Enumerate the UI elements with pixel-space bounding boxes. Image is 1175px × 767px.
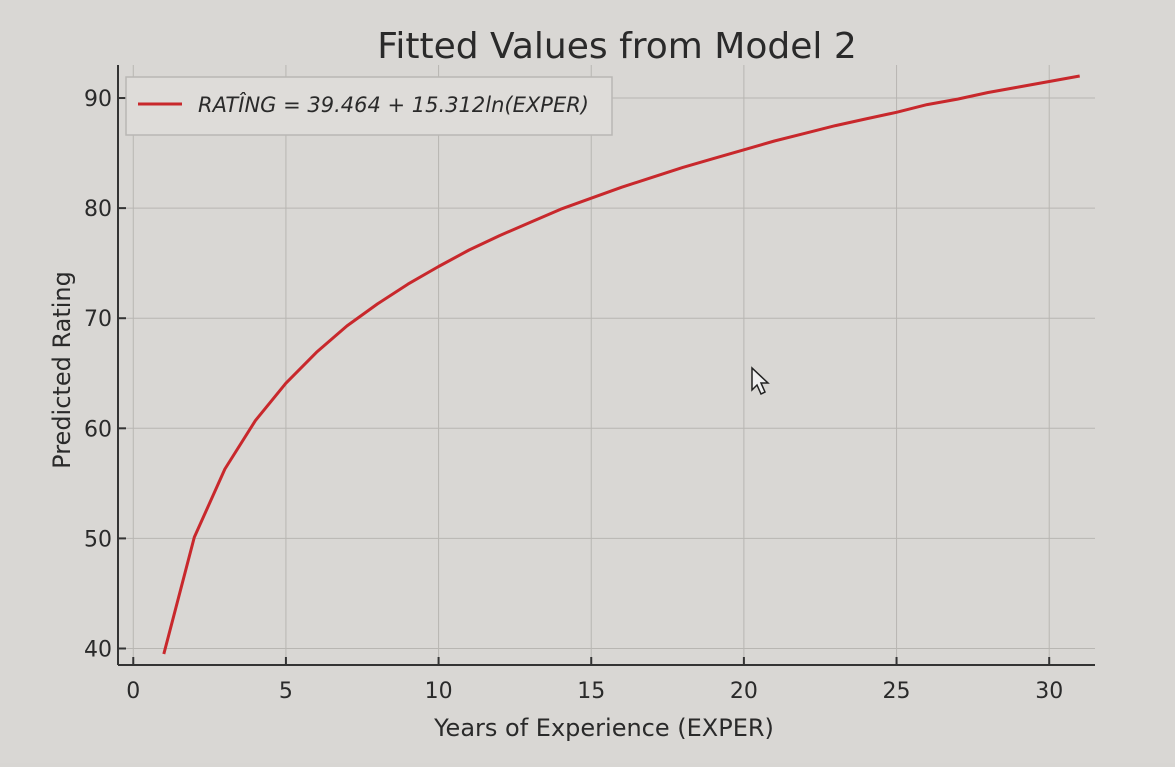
chart-title: Fitted Values from Model 2 [377,26,856,67]
legend-box [125,76,613,136]
x-ticks: 0 5 10 15 20 25 30 [126,657,1063,704]
series-layer [162,74,1080,655]
x-tick-label: 5 [279,679,293,704]
y-tick-label: 50 [84,527,112,552]
x-tick-label: 20 [730,679,758,704]
x-tick-label: 25 [883,679,911,704]
cursor-icon [751,366,770,396]
grid [118,65,1095,665]
x-tick-label: 30 [1035,679,1063,704]
y-ticks: 40 50 60 70 80 90 [84,87,126,662]
x-tick-label: 15 [577,679,605,704]
series-line-0 [162,74,1080,655]
x-tick-label: 10 [425,679,453,704]
x-axis-label: Years of Experience (EXPER) [433,714,774,742]
legend: RATÎNG = 39.464 + 15.312ln(EXPER) [125,76,613,136]
legend-label: RATÎNG = 39.464 + 15.312ln(EXPER) [198,92,589,117]
y-tick-label: 40 [84,637,112,662]
y-tick-label: 70 [84,307,112,332]
y-tick-label: 60 [84,417,112,442]
x-tick-label: 0 [126,679,140,704]
y-tick-label: 90 [84,87,112,112]
y-axis-label: Predicted Rating [48,271,76,469]
y-tick-label: 80 [84,197,112,222]
